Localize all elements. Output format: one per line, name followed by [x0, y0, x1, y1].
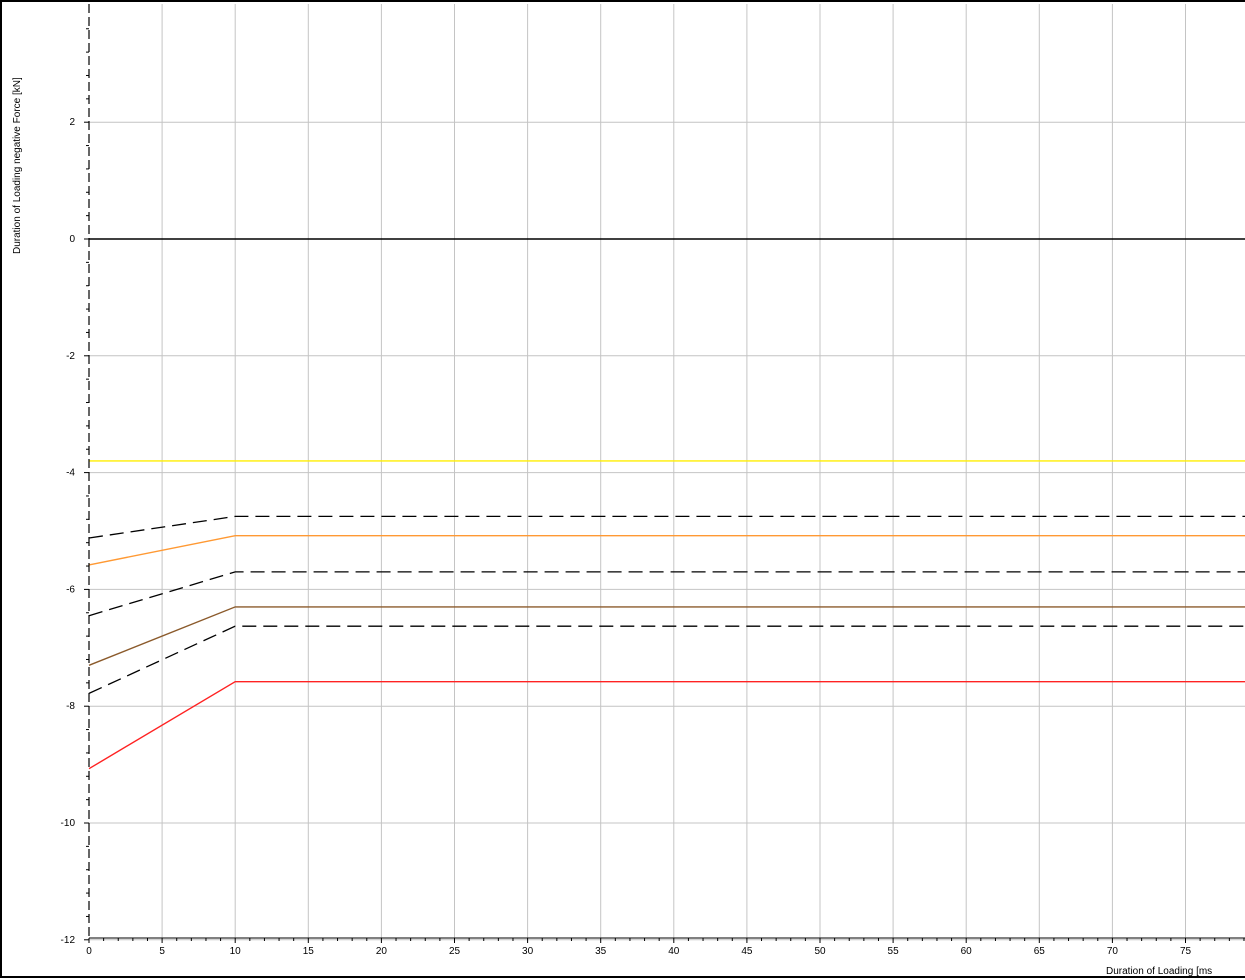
x-tick-label: 0: [86, 946, 92, 957]
y-tick-label: -8: [66, 701, 75, 712]
y-tick-label: 0: [69, 234, 75, 245]
x-tick-label: 60: [961, 946, 973, 957]
x-tick-label: 40: [668, 946, 680, 957]
series-line-2: [88, 515, 1245, 539]
y-axis-title: Duration of Loading negative Force [kN]: [12, 77, 23, 254]
y-tick-label: -2: [66, 351, 75, 362]
x-tick-label: 55: [888, 946, 900, 957]
x-tick-label: 50: [814, 946, 826, 957]
x-tick-label: 30: [522, 946, 534, 957]
x-tick-label: 25: [449, 946, 461, 957]
y-tick-label: 2: [69, 117, 75, 128]
x-tick-label: 15: [303, 946, 315, 957]
x-tick-label: 35: [595, 946, 607, 957]
series-group: [88, 238, 1245, 770]
series-line-4: [88, 571, 1245, 617]
x-tick-label: 65: [1034, 946, 1046, 957]
x-tick-label: 70: [1107, 946, 1119, 957]
x-tick-label: 10: [230, 946, 242, 957]
x-tick-label: 20: [376, 946, 388, 957]
y-tick-label: -12: [61, 935, 76, 946]
x-tick-label: 75: [1180, 946, 1192, 957]
series-line-3: [88, 535, 1245, 566]
x-tick-label: 45: [741, 946, 753, 957]
series-line-6: [88, 625, 1245, 694]
y-tick-label: -6: [66, 584, 75, 595]
series-line-7: [88, 681, 1245, 770]
x-axis-title: Duration of Loading [ms: [1106, 966, 1212, 977]
series-line-5: [88, 606, 1245, 666]
y-tick-label: -4: [66, 468, 75, 479]
y-tick-label: -10: [61, 818, 76, 829]
x-tick-label: 5: [159, 946, 165, 957]
grid-lines: [89, 4, 1245, 941]
